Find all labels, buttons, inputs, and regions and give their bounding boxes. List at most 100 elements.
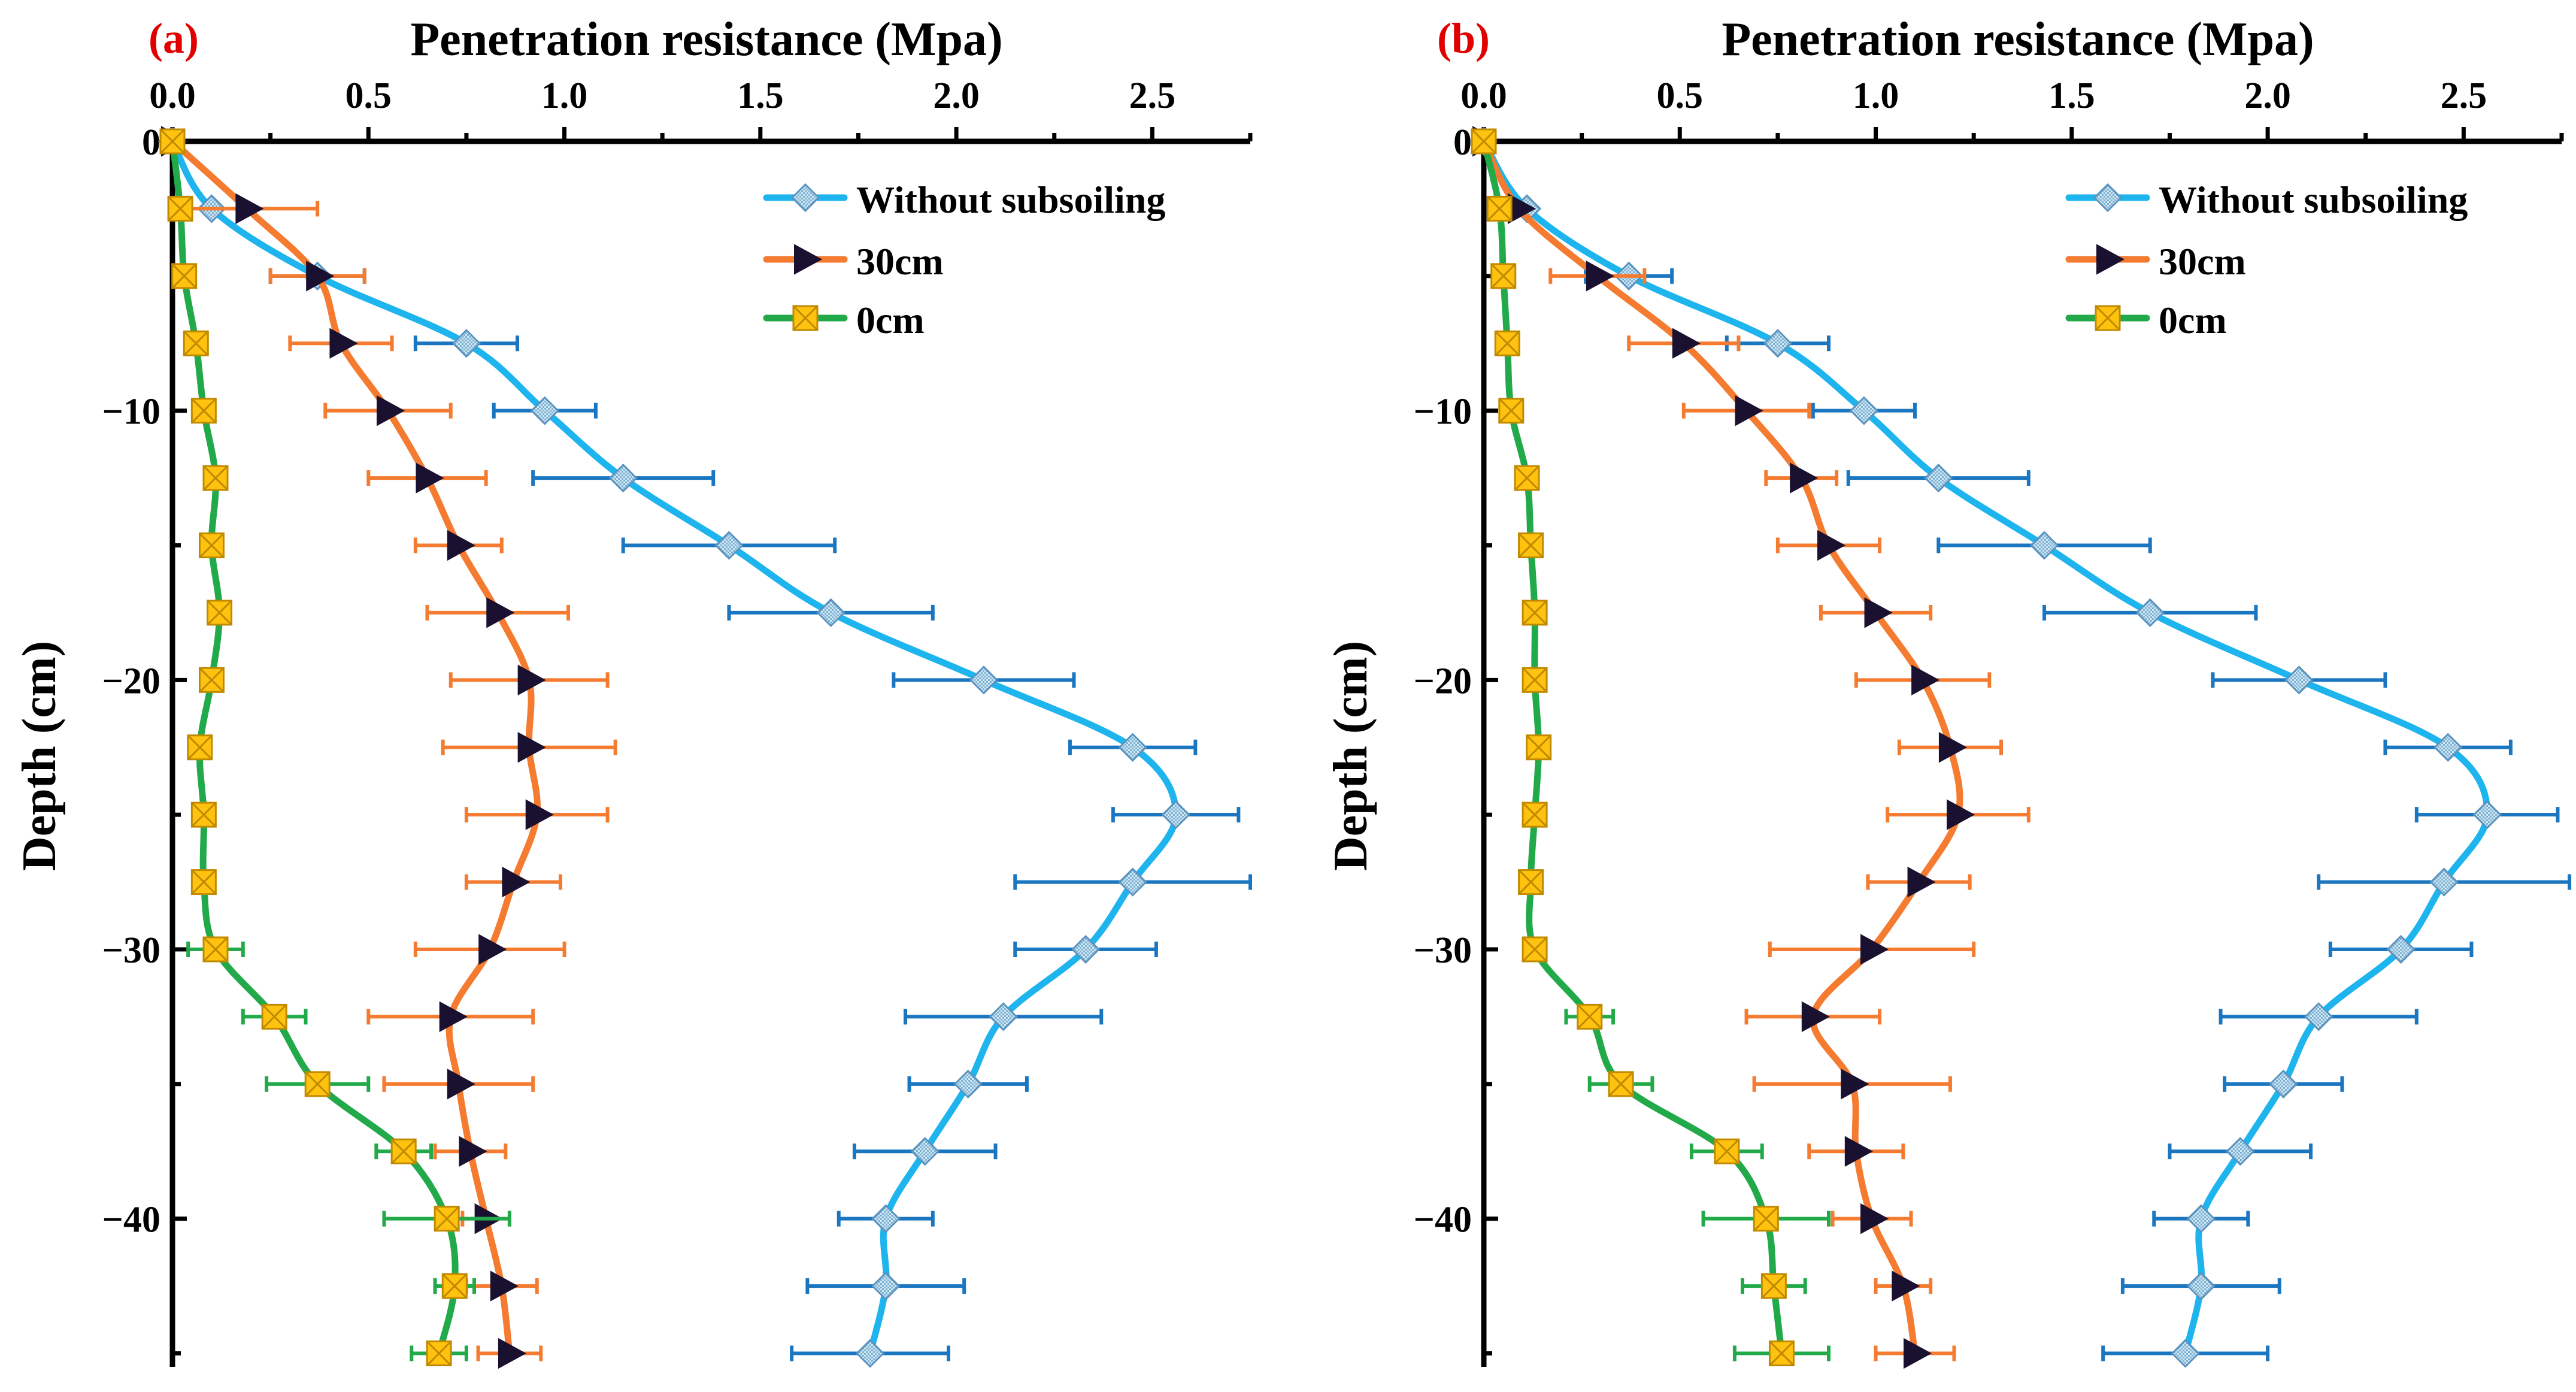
legend-marker <box>792 305 819 331</box>
data-point <box>1518 532 1544 559</box>
legend-marker <box>2095 305 2121 331</box>
data-point <box>2304 1002 2333 1031</box>
data-point <box>855 1339 885 1368</box>
data-point <box>377 395 405 426</box>
data-point <box>498 1337 526 1369</box>
data-point <box>447 1069 475 1100</box>
data-point <box>1486 195 1513 222</box>
data-point <box>1522 600 1548 626</box>
data-point <box>159 128 186 155</box>
data-point <box>910 1137 940 1166</box>
data-point <box>426 1340 452 1367</box>
x-axis-title-b: Penetration resistance (Mpa) <box>1722 13 2314 66</box>
series-0cm <box>159 128 511 1367</box>
x-tick-label: 2.5 <box>2441 75 2487 116</box>
data-point <box>198 667 225 693</box>
data-point <box>1518 869 1544 895</box>
axes-b <box>1481 135 2562 1367</box>
series-group-a <box>157 126 1252 1369</box>
legend-label-without-subsoiling: Without subsoiling <box>856 178 1165 221</box>
series-line <box>1480 138 2491 1357</box>
data-point <box>1577 1003 1603 1030</box>
data-point <box>1817 529 1846 561</box>
data-point <box>190 869 217 895</box>
data-point <box>167 195 193 222</box>
data-point <box>969 665 999 695</box>
data-point <box>1514 465 1540 491</box>
data-point <box>478 934 507 965</box>
data-point <box>1522 936 1548 963</box>
data-point <box>608 463 638 493</box>
x-tick-label: 0.5 <box>1657 75 1704 116</box>
data-point <box>451 329 481 358</box>
data-point <box>207 600 233 626</box>
x-tick-label: 1.0 <box>541 75 588 116</box>
data-point <box>434 1206 460 1232</box>
y-tick-label: −30 <box>102 930 160 971</box>
data-point <box>871 1271 901 1301</box>
y-tick-label: −40 <box>102 1200 160 1240</box>
panel-a: (a) Penetration resistance (Mpa) Depth (… <box>13 13 1253 1369</box>
legend-marker <box>794 244 823 275</box>
data-point <box>517 664 546 696</box>
legend-swatch-0cm <box>2065 305 2150 331</box>
data-point <box>261 1003 287 1030</box>
data-point <box>1498 398 1525 424</box>
data-point <box>198 532 225 559</box>
x-axis-title-a: Penetration resistance (Mpa) <box>410 13 1002 66</box>
data-point <box>1924 463 1953 493</box>
data-point <box>416 462 444 494</box>
data-point <box>1608 1071 1634 1097</box>
panel-b: (b) Penetration resistance (Mpa) Depth (… <box>1325 13 2572 1369</box>
data-point <box>490 1270 519 1302</box>
data-point <box>2186 1271 2216 1301</box>
data-point <box>1071 934 1101 964</box>
data-point <box>2186 1204 2216 1233</box>
data-point <box>183 330 209 356</box>
data-point <box>525 799 554 830</box>
legend-swatch-0cm <box>763 305 848 331</box>
series-0cm <box>1471 128 1831 1367</box>
data-point <box>1841 1069 1869 1100</box>
legend-b: Without subsoiling 30cm 0cm <box>2065 178 2468 341</box>
y-axis-title-a: Depth (cm) <box>13 641 66 871</box>
data-point <box>306 261 335 292</box>
data-point <box>1494 330 1520 356</box>
x-tick-label: 1.5 <box>2048 75 2095 116</box>
data-point <box>1490 263 1517 289</box>
data-point <box>1849 396 1879 425</box>
data-point <box>441 1273 468 1299</box>
series-without-subsoiling <box>157 126 1252 1368</box>
data-point <box>502 866 531 898</box>
data-point <box>2135 598 2165 628</box>
x-tick-label: 2.5 <box>1129 75 1176 116</box>
data-point <box>2386 934 2416 964</box>
x-tick-label: 0.5 <box>346 75 392 116</box>
data-point <box>2029 531 2059 560</box>
series-30cm <box>1472 126 2031 1369</box>
data-point <box>1760 1273 1787 1299</box>
legend-swatch-30cm <box>2065 244 2150 275</box>
legend-marker <box>2096 244 2125 275</box>
legend-label-30cm: 30cm <box>856 240 944 283</box>
data-point <box>202 936 229 963</box>
data-point <box>1860 934 1889 965</box>
data-point <box>953 1069 983 1099</box>
y-tick-label: 0 <box>1453 122 1472 163</box>
data-point <box>2269 1069 2298 1099</box>
data-point <box>1892 1270 1920 1302</box>
data-point <box>816 598 845 628</box>
y-tick-label: −40 <box>1414 1200 1472 1240</box>
data-point <box>1118 733 1147 762</box>
data-point <box>1790 462 1819 494</box>
data-point <box>1864 597 1893 628</box>
data-point <box>2284 665 2314 695</box>
data-point <box>304 1071 331 1097</box>
data-point <box>2433 733 2463 762</box>
panel-label-b: (b) <box>1437 14 1490 62</box>
data-point <box>459 1136 487 1167</box>
legend-label-0cm: 0cm <box>2159 299 2227 341</box>
data-point <box>1471 128 1497 155</box>
series-line <box>1480 138 1963 1357</box>
